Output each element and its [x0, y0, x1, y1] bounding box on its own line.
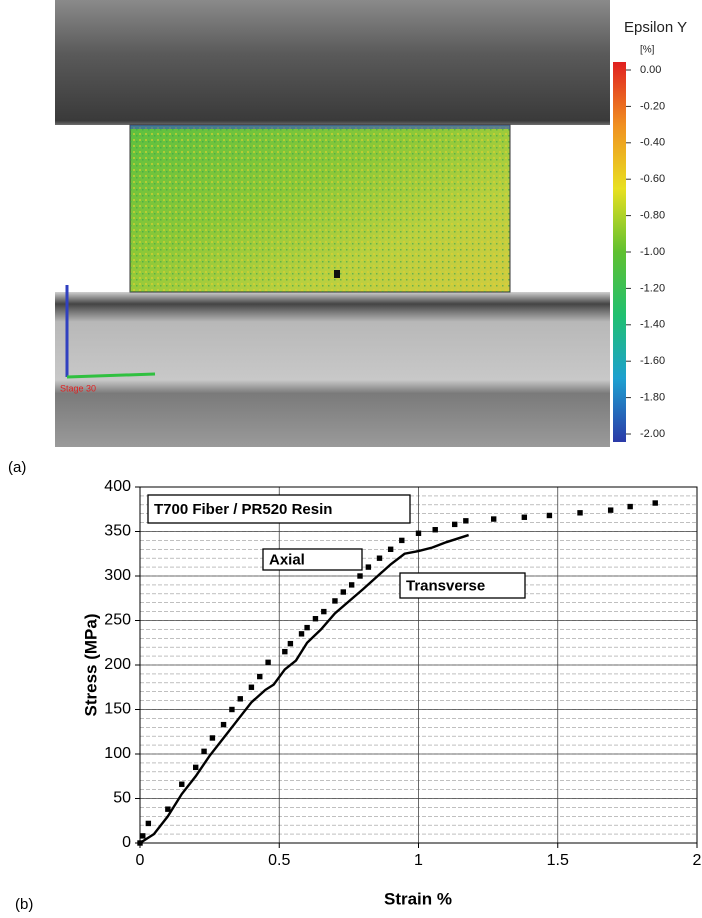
data-point: [452, 521, 458, 528]
data-point: [399, 537, 405, 544]
panel-label: (b): [15, 896, 33, 913]
y-tick-label: 400: [104, 478, 131, 495]
speckle: [130, 125, 510, 292]
data-point: [165, 806, 171, 812]
y-axis-label: Stress (MPa): [81, 614, 100, 717]
y-tick-label: 50: [113, 790, 131, 807]
colorbar-tick-label: -0.60: [640, 173, 665, 185]
data-point: [282, 648, 288, 655]
data-point: [340, 589, 347, 595]
colorbar-tick-label: -2.00: [640, 428, 665, 440]
data-point: [432, 527, 438, 533]
spot: [334, 270, 340, 278]
x-tick-label: 0: [136, 852, 145, 869]
data-point: [627, 503, 633, 510]
colorbar-tick-label: -1.20: [640, 282, 665, 294]
data-point: [652, 500, 658, 506]
colorbar-tick-label: -1.80: [640, 392, 665, 404]
y-tick-label: 0: [122, 834, 131, 851]
colorbar-tick-label: -0.80: [640, 210, 665, 222]
y-tick-label: 250: [104, 612, 131, 629]
data-point: [332, 598, 338, 604]
edge: [130, 125, 510, 129]
y-tick-label: 350: [104, 523, 131, 540]
data-point: [140, 833, 146, 839]
data-point: [220, 721, 227, 728]
y-tick-label: 200: [104, 656, 131, 673]
data-point: [607, 507, 614, 513]
x-tick-label: 1: [414, 852, 423, 869]
data-point: [415, 530, 422, 536]
unit: [%]: [640, 45, 655, 56]
data-point: [357, 573, 363, 579]
data-point: [376, 555, 383, 561]
data-point: [209, 735, 216, 741]
x-tick-label: 0.5: [268, 852, 290, 869]
photo: Stage 30: [55, 0, 610, 447]
annotation-text: Transverse: [406, 577, 485, 594]
annotation-box: [399, 572, 526, 599]
gap: [55, 125, 130, 292]
data-point: [287, 640, 294, 647]
data-point: [229, 706, 235, 713]
data-point: [257, 673, 263, 680]
colorbar-tick-label: -0.20: [640, 100, 665, 112]
x-axis-label: Strain %: [384, 889, 452, 908]
annotation-text: Axial: [269, 551, 305, 568]
axis-x-icon: [66, 372, 156, 379]
data-line: [139, 533, 469, 845]
y-tick-label: 100: [104, 745, 131, 762]
data-point: [463, 518, 469, 524]
plot-frame: [139, 486, 698, 844]
data-point: [387, 546, 394, 552]
data-point: [237, 696, 243, 702]
x-tick-label: 1.5: [547, 852, 569, 869]
colorbar-tick-label: -1.60: [640, 355, 665, 367]
data-point: [145, 820, 152, 827]
data-point: [546, 512, 553, 519]
annotation-text: T700 Fiber / PR520 Resin: [154, 501, 332, 518]
data-point: [304, 624, 310, 631]
data-point: [521, 514, 528, 520]
gap: [510, 125, 610, 292]
x-tick-label: 2: [693, 852, 702, 869]
colorbar-tick-label: -1.40: [640, 319, 665, 331]
data-point: [365, 564, 372, 570]
panel-label: (a): [8, 459, 26, 476]
colorbar-tick-label: -1.00: [640, 246, 665, 258]
colorbar: [613, 62, 626, 442]
data-point: [321, 608, 327, 615]
data-point: [179, 781, 185, 787]
data-point: [577, 510, 583, 516]
colorbar-tick-label: 0.00: [640, 64, 661, 76]
annotation-box: [262, 548, 363, 571]
field-name: Epsilon Y: [624, 19, 687, 36]
data-point: [312, 616, 319, 622]
data-point: [248, 684, 255, 690]
data-point: [298, 631, 305, 637]
annotation-box: [147, 494, 411, 524]
colorbar-tick-label: -0.40: [640, 137, 665, 149]
y-tick-label: 150: [104, 701, 131, 718]
data-point: [193, 764, 199, 771]
data-point: [201, 748, 207, 755]
data-point: [348, 582, 355, 588]
data-point: [490, 516, 497, 522]
data-point: [265, 659, 271, 666]
stage-label: Stage 30: [60, 383, 96, 393]
y-tick-label: 300: [104, 567, 131, 584]
